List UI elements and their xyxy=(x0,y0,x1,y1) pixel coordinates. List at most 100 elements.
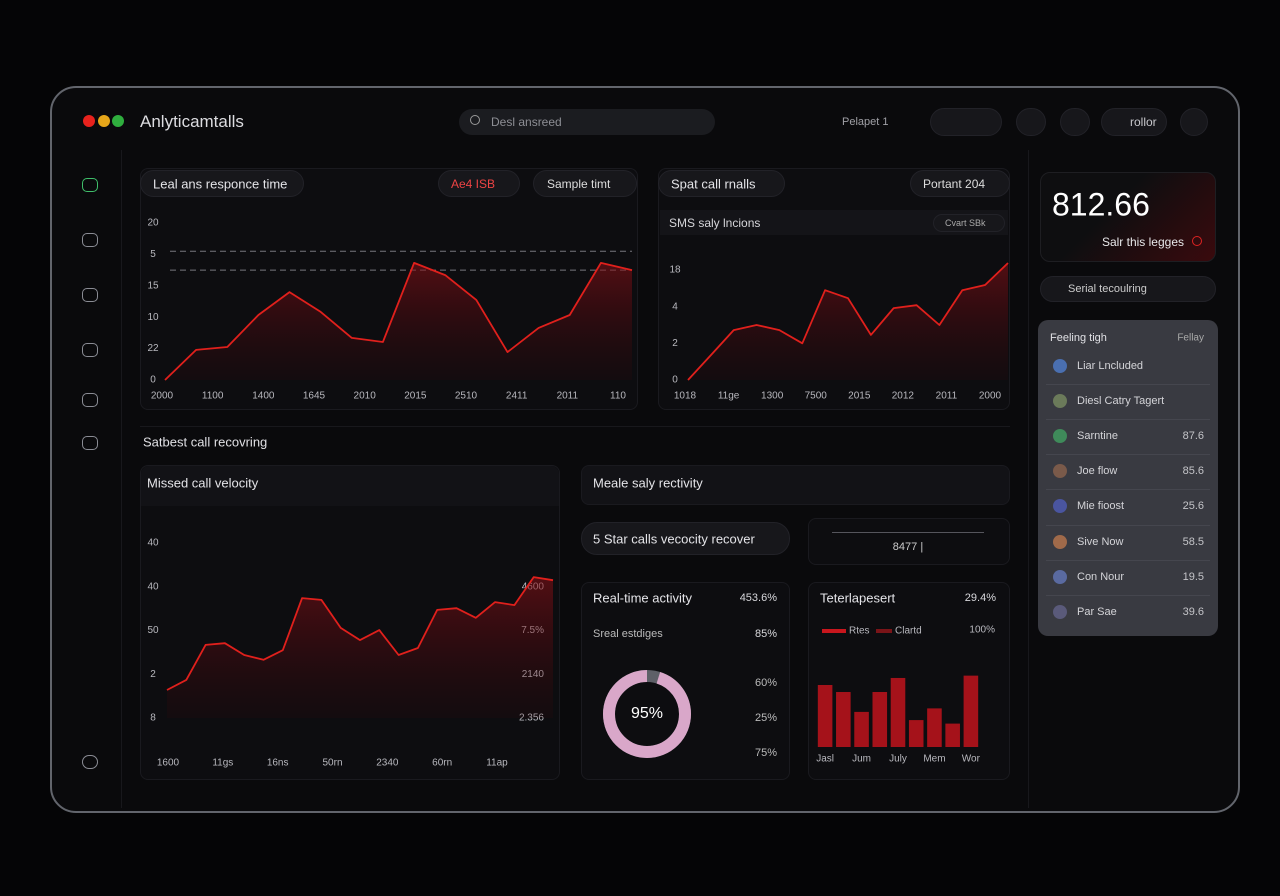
y-tick-label: 100% xyxy=(969,625,995,636)
x-tick-label: Mem xyxy=(923,754,945,765)
panel-title: Real-time activity xyxy=(593,590,692,606)
bar xyxy=(927,708,942,747)
x-tick-label: 11ge xyxy=(718,391,740,402)
list-title: Feeling tigh xyxy=(1050,332,1107,344)
y-tick-label: 5 xyxy=(150,249,156,260)
line-area xyxy=(167,577,553,718)
dropdown[interactable] xyxy=(438,170,520,197)
bar xyxy=(963,675,979,747)
row-value: 19.5 xyxy=(1182,570,1204,583)
avatar xyxy=(1053,534,1067,549)
row-divider xyxy=(1046,559,1210,561)
x-tick-label: Jum xyxy=(852,754,871,765)
panel-value: 29.4% xyxy=(964,592,996,604)
x-tick-label: 2000 xyxy=(151,391,174,402)
row-name[interactable]: Diesl Catry Tagert xyxy=(1077,395,1165,408)
filter-label: Serial tecoulring xyxy=(1068,283,1147,295)
y-tick-label: 0 xyxy=(672,375,678,386)
section-title: Satbest call recovring xyxy=(143,434,268,450)
section-divider xyxy=(140,426,1010,427)
small-button-label: Cvart SBk xyxy=(945,218,986,228)
bar xyxy=(817,684,833,747)
line xyxy=(164,262,633,381)
row-name[interactable]: Joe flow xyxy=(1077,465,1118,478)
scale-label: 60% xyxy=(754,677,777,689)
search-placeholder: Desl ansreed xyxy=(491,115,562,129)
small-button[interactable] xyxy=(933,214,1005,232)
donut-label: 95% xyxy=(631,705,663,722)
legend-label: Clartd xyxy=(895,626,922,637)
x-tick-label: July xyxy=(889,754,907,765)
icon-button[interactable] xyxy=(1180,108,1208,136)
line xyxy=(687,262,1009,381)
nav-icon[interactable] xyxy=(82,393,98,407)
x-tick-label: 50rn xyxy=(322,758,342,769)
icon-button[interactable] xyxy=(1016,108,1046,136)
nav-icon[interactable] xyxy=(82,233,98,247)
panel-subtitle: SMS saly lncions xyxy=(669,216,761,230)
activity-header xyxy=(581,465,1010,505)
row-value: 85.6 xyxy=(1182,465,1204,478)
nav-icon[interactable] xyxy=(82,436,98,450)
x-tick-label: 11ap xyxy=(486,758,508,769)
row-name[interactable]: Sarntine xyxy=(1077,430,1118,443)
search-icon xyxy=(470,115,480,125)
y2-tick-label: 2.356 xyxy=(519,713,544,724)
y-tick-label: 10 xyxy=(147,312,159,323)
panel-title: Leal ans responce time xyxy=(153,176,288,192)
y-tick-label: 18 xyxy=(669,265,681,276)
y-tick-label: 20 xyxy=(147,218,159,229)
x-tick-label: 1100 xyxy=(202,391,224,402)
row-name[interactable]: Sive Now xyxy=(1077,535,1124,548)
bar xyxy=(945,723,960,747)
x-tick-label: 11gs xyxy=(212,758,233,769)
panel-subvalue: 85% xyxy=(754,628,777,640)
nav-buttons[interactable] xyxy=(930,108,1002,136)
nav-icon[interactable] xyxy=(82,343,98,357)
x-tick-label: 2015 xyxy=(848,391,871,402)
x-tick-label: 2011 xyxy=(936,391,958,402)
row-divider xyxy=(1046,454,1210,456)
row-divider xyxy=(1046,384,1210,386)
y-tick-label: 2 xyxy=(150,669,156,680)
list-action[interactable]: Fellay xyxy=(1177,332,1204,344)
avatar xyxy=(1053,604,1067,619)
metric-rule xyxy=(832,532,984,533)
legend-swatch xyxy=(822,629,846,633)
filter-dropdown[interactable] xyxy=(1040,276,1216,302)
action-button[interactable] xyxy=(1101,108,1167,136)
dot-green xyxy=(112,115,124,127)
panel-title-pill xyxy=(140,170,304,197)
row-name[interactable]: Par Sae xyxy=(1077,605,1117,618)
row-divider xyxy=(1046,524,1210,526)
search-box[interactable] xyxy=(459,109,715,135)
line-area xyxy=(165,262,632,380)
donut-arc xyxy=(603,670,691,758)
menu[interactable]: Pelapet 1 xyxy=(842,116,889,128)
list-panel xyxy=(1038,320,1218,636)
row-value: 25.6 xyxy=(1182,500,1204,513)
nav-icon[interactable] xyxy=(82,288,98,302)
row-name[interactable]: Liar Lncluded xyxy=(1077,360,1144,372)
x-tick-label: Wor xyxy=(962,754,981,765)
nav-icon[interactable] xyxy=(82,755,98,769)
panel-title: Meale saly rectivity xyxy=(593,475,703,491)
x-tick-label: 2010 xyxy=(354,391,377,402)
scale-label: 75% xyxy=(754,747,777,759)
y-tick-label: 50 xyxy=(147,625,159,636)
dropdown[interactable] xyxy=(533,170,637,197)
row-name[interactable]: Mie fioost xyxy=(1077,500,1125,513)
x-tick-label: 1018 xyxy=(674,391,697,402)
x-tick-label: 1400 xyxy=(252,391,275,402)
row-value: 87.6 xyxy=(1182,430,1204,443)
row-name[interactable]: Con Nour xyxy=(1077,570,1125,583)
dropdown[interactable] xyxy=(910,170,1010,197)
avatar xyxy=(1053,394,1067,409)
y-tick-label: 22 xyxy=(147,343,159,354)
x-tick-label: 2011 xyxy=(557,391,579,402)
nav-icon[interactable] xyxy=(82,178,98,192)
avatar xyxy=(1053,499,1067,514)
icon-button[interactable] xyxy=(1060,108,1090,136)
